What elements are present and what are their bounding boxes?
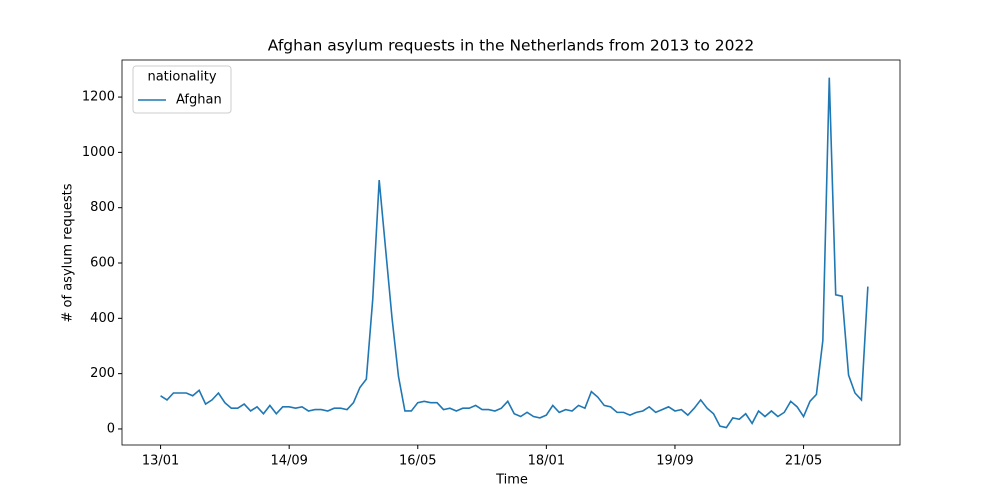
plot-frame bbox=[121, 59, 901, 446]
y-tick-label: 600 bbox=[90, 256, 115, 271]
x-tick-label: 18/01 bbox=[528, 454, 565, 469]
y-tick-label: 400 bbox=[90, 311, 115, 326]
y-tick-label: 1000 bbox=[82, 145, 115, 160]
y-axis-label: # of asylum requests bbox=[61, 183, 76, 322]
x-tick-label: 14/09 bbox=[270, 454, 307, 469]
y-tick-label: 800 bbox=[90, 200, 115, 215]
x-tick-label: 13/01 bbox=[142, 454, 179, 469]
y-tick-label: 0 bbox=[107, 421, 115, 436]
legend-label: Afghan bbox=[176, 93, 222, 108]
y-tick-label: 200 bbox=[90, 366, 115, 381]
legend-box bbox=[132, 65, 232, 114]
legend-title: nationality bbox=[147, 70, 216, 85]
x-tick-label: 19/09 bbox=[656, 454, 693, 469]
x-tick-label: 21/05 bbox=[785, 454, 822, 469]
chart-title: Afghan asylum requests in the Netherland… bbox=[268, 37, 754, 55]
x-axis-label: Time bbox=[495, 473, 528, 488]
y-tick-label: 1200 bbox=[82, 90, 115, 105]
x-tick-label: 16/05 bbox=[399, 454, 436, 469]
data-line bbox=[160, 77, 869, 429]
